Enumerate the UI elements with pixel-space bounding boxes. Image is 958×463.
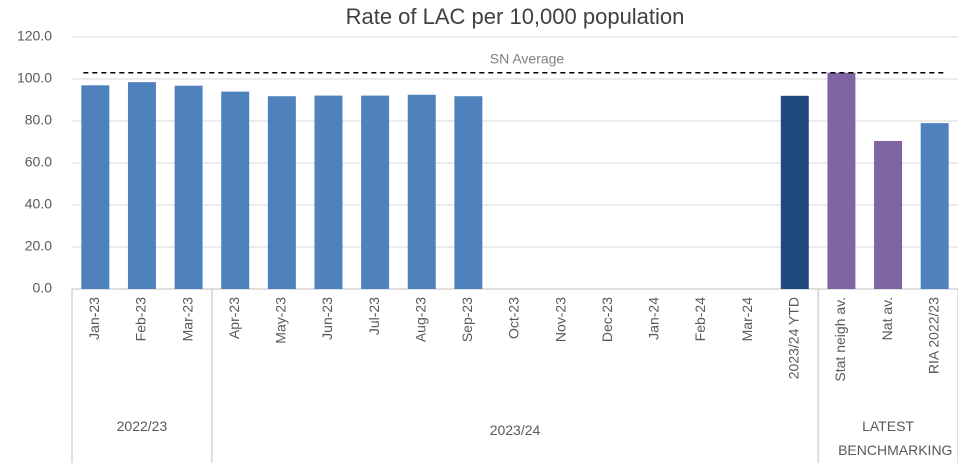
chart-title: Rate of LAC per 10,000 population (346, 4, 685, 29)
x-tick-label: Jun-23 (319, 297, 335, 340)
x-tick-label: May-23 (273, 297, 289, 344)
x-tick-label: Jan-23 (86, 297, 102, 340)
x-tick-label: Oct-23 (506, 297, 522, 339)
reference-label: SN Average (490, 50, 565, 66)
y-tick-label: 120.0 (17, 28, 52, 44)
x-tick-label: Feb-24 (692, 297, 708, 342)
bar (361, 95, 390, 289)
group-label: 2023/24 (489, 422, 541, 438)
x-tick-label: RIA 2022/23 (925, 297, 941, 374)
x-tick-label: Mar-23 (179, 297, 195, 342)
y-tick-label: 100.0 (17, 70, 52, 86)
x-tick-label: Jul-23 (366, 297, 382, 335)
x-tick-label: Mar-24 (739, 297, 755, 342)
x-tick-label: Jan-24 (646, 297, 662, 340)
x-tick-label: Nov-23 (552, 297, 568, 342)
x-tick-label: Stat neigh av. (832, 297, 848, 382)
group-label: 2022/23 (116, 418, 168, 434)
bar (920, 123, 949, 289)
x-tick-label: Sep-23 (459, 297, 475, 342)
x-tick-label: Nat av. (879, 297, 895, 340)
x-tick-label: 2023/24 YTD (785, 297, 801, 379)
bar (267, 96, 296, 289)
bar (827, 72, 856, 289)
bar (780, 95, 809, 289)
bar (314, 95, 343, 289)
x-tick-label: Apr-23 (226, 297, 242, 339)
bar (174, 85, 203, 289)
bar (221, 91, 250, 289)
x-tick-label: Dec-23 (599, 297, 615, 342)
bar (81, 85, 110, 289)
group-label: LATEST BENCHMARKING (838, 418, 953, 458)
y-tick-label: 60.0 (25, 154, 52, 170)
y-tick-label: 0.0 (33, 280, 53, 296)
bar (874, 140, 903, 289)
bar (454, 96, 483, 289)
x-tick-label: Aug-23 (412, 297, 428, 342)
x-tick-label: Feb-23 (133, 297, 149, 342)
bar (127, 82, 156, 290)
y-tick-label: 40.0 (25, 196, 52, 212)
bar (407, 94, 436, 289)
y-tick-label: 80.0 (25, 112, 52, 128)
y-tick-label: 20.0 (25, 238, 52, 254)
